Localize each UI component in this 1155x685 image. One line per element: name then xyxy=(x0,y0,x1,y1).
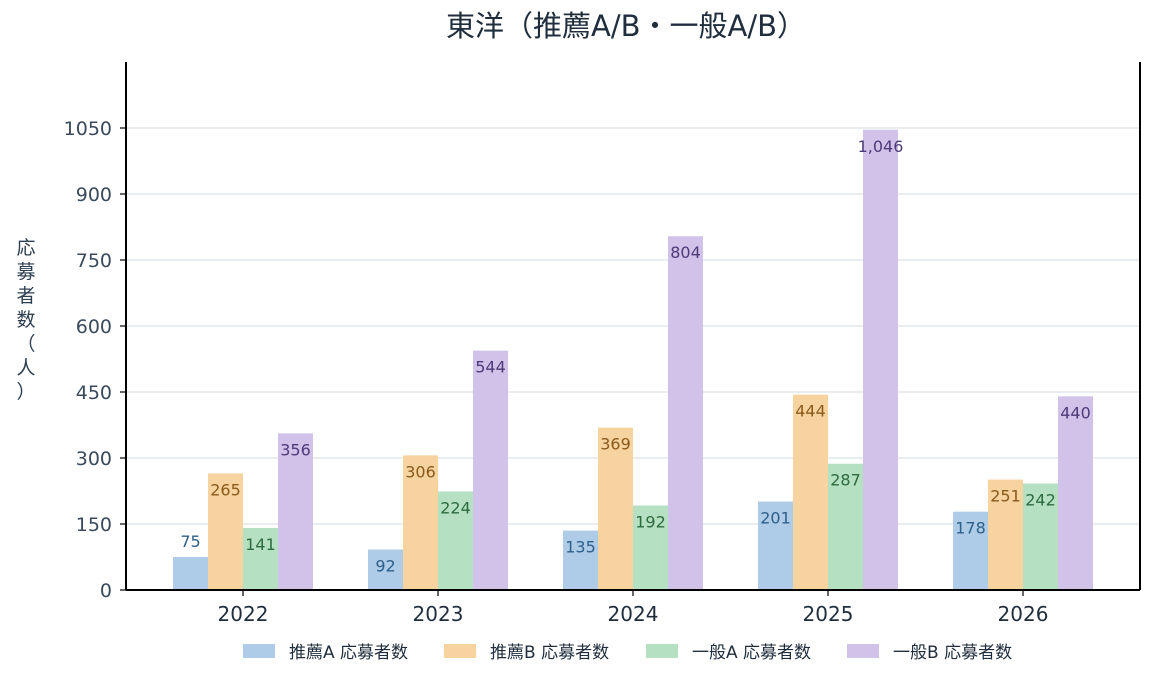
data-label: 544 xyxy=(475,358,506,377)
legend-label: 一般B 応募者数 xyxy=(893,643,1012,663)
bar xyxy=(438,491,473,590)
y-tick-label: 600 xyxy=(76,316,112,338)
bar xyxy=(598,427,633,590)
bar xyxy=(793,394,828,590)
bar xyxy=(278,433,313,590)
x-tick-label: 2024 xyxy=(608,602,659,626)
legend-label: 一般A 応募者数 xyxy=(692,643,811,663)
bar xyxy=(988,479,1023,590)
data-label: 251 xyxy=(990,487,1021,506)
data-label: 440 xyxy=(1060,403,1091,422)
legend: 推薦A 応募者数 推薦B 応募者数 一般A 応募者数 一般B 応募者数 xyxy=(243,643,1012,663)
legend-item: 推薦A 応募者数 xyxy=(243,643,408,663)
data-label: 178 xyxy=(955,519,986,538)
bar xyxy=(403,455,438,590)
bar xyxy=(863,129,898,590)
y-tick-label: 1050 xyxy=(64,118,112,140)
bar xyxy=(633,505,668,590)
legend-label: 推薦A 応募者数 xyxy=(289,643,408,663)
data-label: 141 xyxy=(245,535,276,554)
data-label: 444 xyxy=(795,402,826,421)
legend-label: 推薦B 応募者数 xyxy=(490,643,609,663)
legend-swatch xyxy=(444,644,476,658)
bar xyxy=(473,350,508,590)
legend-swatch xyxy=(847,644,879,658)
data-label: 1,046 xyxy=(858,137,904,156)
data-label: 224 xyxy=(440,498,471,517)
y-tick-label: 0 xyxy=(100,580,112,602)
data-label: 369 xyxy=(600,435,631,454)
bar xyxy=(563,530,598,590)
bar xyxy=(368,549,403,590)
y-tick-label: 150 xyxy=(76,514,112,536)
bar xyxy=(668,236,703,591)
legend-item: 一般A 応募者数 xyxy=(646,643,811,663)
y-axis-label: 応募者数（人） xyxy=(16,237,35,403)
data-label: 356 xyxy=(280,440,311,459)
data-label: 192 xyxy=(635,513,666,532)
bar xyxy=(173,557,208,590)
bar xyxy=(1023,483,1058,590)
data-label: 135 xyxy=(565,538,596,557)
y-tick-label: 300 xyxy=(76,448,112,470)
y-tick-label: 750 xyxy=(76,250,112,272)
y-tick-label: 450 xyxy=(76,382,112,404)
data-label: 201 xyxy=(760,509,791,528)
data-label: 242 xyxy=(1025,491,1056,510)
x-tick-label: 2022 xyxy=(218,602,269,626)
chart-title: 東洋（推薦A/B・一般A/B） xyxy=(446,9,806,43)
data-label: 265 xyxy=(210,480,241,499)
legend-item: 推薦B 応募者数 xyxy=(444,643,609,663)
plot-area: 0 150 300 450 600 750 900 1050 75 265 141 356 2022 92… xyxy=(64,62,1141,626)
y-tick-label: 900 xyxy=(76,184,112,206)
data-label: 75 xyxy=(180,532,200,551)
bar xyxy=(1058,396,1093,590)
bar xyxy=(243,527,278,590)
x-tick-label: 2026 xyxy=(998,602,1049,626)
x-tick-label: 2025 xyxy=(803,602,854,626)
bar xyxy=(758,501,793,590)
x-tick-label: 2023 xyxy=(413,602,464,626)
data-label: 287 xyxy=(830,471,861,490)
legend-item: 一般B 応募者数 xyxy=(847,643,1012,663)
bar xyxy=(828,463,863,590)
data-label: 92 xyxy=(375,557,395,576)
legend-swatch xyxy=(646,644,678,658)
bar xyxy=(208,473,243,590)
legend-swatch xyxy=(243,644,275,658)
data-label: 804 xyxy=(670,243,701,262)
bar xyxy=(953,511,988,590)
data-label: 306 xyxy=(405,462,436,481)
